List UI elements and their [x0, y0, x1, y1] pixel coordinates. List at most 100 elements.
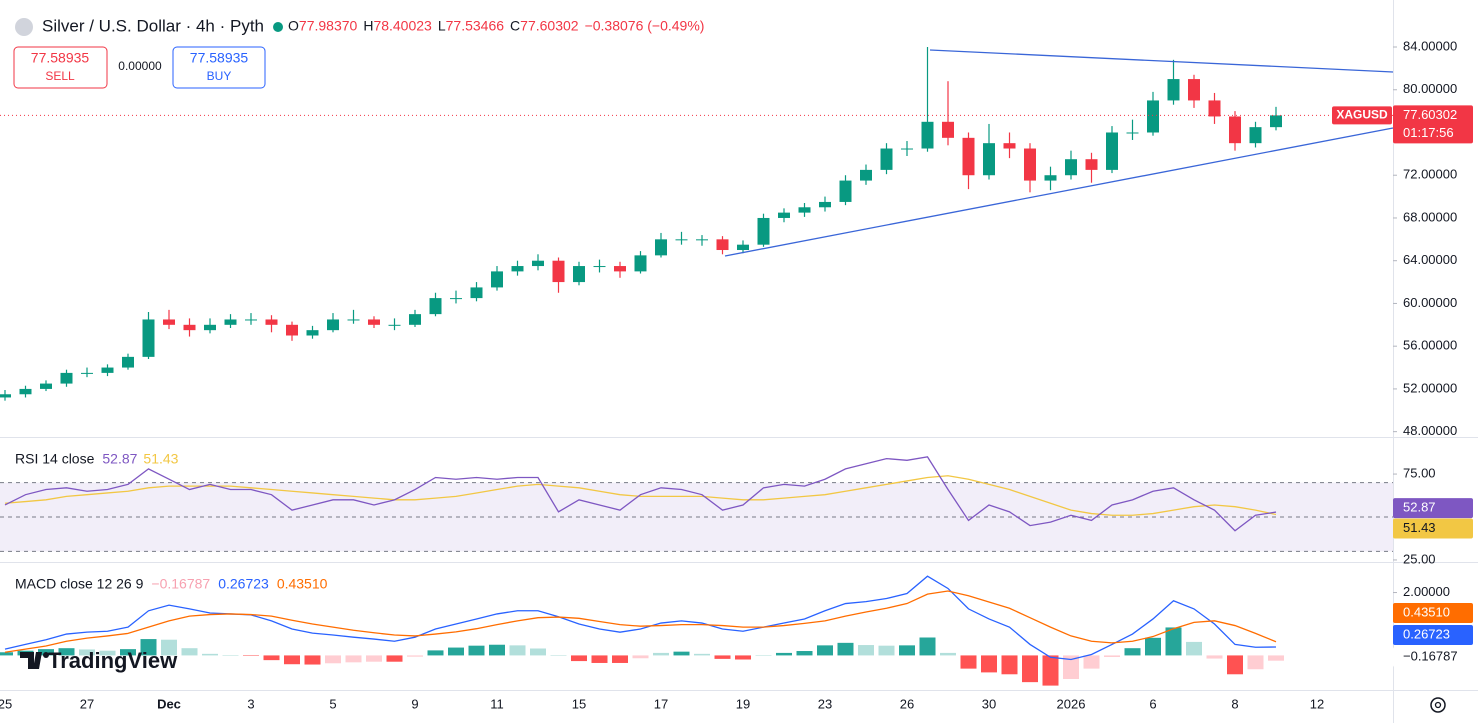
histogram-bar — [960, 655, 977, 669]
candle-body — [1147, 100, 1159, 133]
histogram-bar — [776, 652, 792, 656]
ohlc-key: C — [510, 18, 520, 34]
candle-body — [0, 394, 11, 398]
candle-body — [1249, 127, 1262, 144]
histogram-bar — [735, 655, 751, 660]
watermark-text: TradingView — [48, 648, 178, 673]
buy-button[interactable] — [172, 46, 266, 89]
candle-body — [737, 244, 749, 251]
histogram-bar — [140, 639, 157, 656]
candle-body — [245, 319, 257, 321]
macd-tag-bg — [1393, 647, 1473, 667]
histogram-bar — [263, 655, 280, 661]
histogram-bar — [817, 645, 833, 656]
histogram-bar — [304, 655, 321, 665]
histogram-bar — [407, 655, 423, 657]
trend-line — [929, 49, 1394, 73]
histogram-bar — [1063, 655, 1079, 679]
legend-value: −0.16787 — [151, 576, 210, 592]
candle-body — [1126, 132, 1139, 134]
sell-label: SELL — [45, 69, 75, 83]
x-tick-label: Dec — [157, 696, 181, 711]
candle-body — [839, 180, 852, 202]
candle-body — [532, 260, 544, 267]
legend-value: 0.43510 — [277, 576, 328, 592]
candle-body — [819, 201, 831, 208]
candle-body — [183, 324, 196, 331]
histogram-bar — [1247, 655, 1264, 670]
ohlc-key: L — [438, 18, 446, 34]
x-tick-label: 8 — [1231, 696, 1238, 711]
x-tick-label: 25 — [0, 696, 12, 711]
candle-body — [716, 239, 729, 251]
candle-body — [798, 207, 811, 213]
x-tick-label: 12 — [1310, 696, 1324, 711]
price-tag: 77.60302 — [1403, 107, 1457, 122]
candle-body — [409, 314, 421, 325]
histogram-bar — [427, 650, 444, 656]
ohlc-value: 77.53466 — [446, 18, 505, 34]
header: Silver / U.S. Dollar · 4h · Pyth — [0, 8, 830, 46]
change: −0.38076 (−0.49%) — [585, 18, 705, 34]
y-tick-label: 64.00000 — [1403, 252, 1457, 267]
histogram-bar — [366, 655, 382, 662]
y-tick-label: 72.00000 — [1403, 167, 1457, 182]
y-tick-label: 68.00000 — [1403, 209, 1457, 224]
panes — [0, 47, 1284, 686]
logo-mark — [20, 652, 42, 669]
gear[interactable] — [1430, 697, 1446, 713]
settings-icon[interactable] — [1430, 697, 1446, 713]
candle-body — [327, 319, 339, 331]
candle-body — [942, 121, 954, 138]
candle-body — [552, 260, 565, 283]
x-tick-label: 26 — [900, 696, 914, 711]
histogram-bar — [1165, 627, 1182, 656]
logo-dot — [43, 652, 49, 658]
symbol-title: Silver / U.S. Dollar · 4h · Pyth — [42, 16, 264, 35]
buy-label: BUY — [207, 69, 232, 83]
legend-value: 51.43 — [143, 451, 178, 467]
candle-body — [593, 266, 606, 268]
candle-body — [1188, 79, 1200, 101]
candle-body — [306, 330, 319, 336]
histogram-bar — [99, 650, 116, 656]
buy-price: 77.58935 — [190, 50, 249, 66]
histogram-bar — [222, 655, 239, 656]
market-status — [273, 22, 284, 32]
candle-body — [19, 388, 32, 395]
histogram-bar — [1206, 655, 1223, 659]
candle-body — [573, 266, 585, 283]
candle-body — [204, 324, 216, 331]
candle-body — [1208, 100, 1221, 117]
trend-line — [724, 127, 1394, 257]
legend-value: 52.87 — [102, 451, 137, 467]
y-tick-label: 84.00000 — [1403, 38, 1457, 53]
histogram-bar — [509, 645, 526, 656]
histogram-bar — [1001, 655, 1018, 675]
candle-body — [1003, 143, 1016, 149]
candle-body — [1167, 79, 1180, 101]
histogram-bar — [1104, 655, 1120, 657]
candle-body — [511, 266, 524, 272]
x-tick-label: 3 — [247, 696, 254, 711]
y-tick-label: 80.00000 — [1403, 81, 1457, 96]
histogram-bar — [58, 648, 75, 656]
trade-buttons: 77.58935 SELL 0.00000 77.58935 BUY — [13, 46, 266, 89]
histogram-bar — [1145, 637, 1161, 656]
candle-body — [634, 255, 647, 272]
candle-body — [286, 324, 298, 336]
sell-button[interactable] — [13, 46, 108, 89]
candle-body — [880, 148, 893, 170]
candle-body — [778, 212, 790, 218]
histogram-bar — [858, 645, 874, 656]
x-tick-label: 27 — [80, 696, 94, 711]
histogram-bar — [530, 648, 546, 656]
histogram-bar — [591, 655, 608, 663]
histogram-bar — [1227, 655, 1243, 675]
countdown: 01:17:56 — [1403, 125, 1454, 140]
rsi-tag: 51.43 — [1403, 520, 1436, 535]
candle-body — [860, 169, 872, 181]
macd-tag-bg — [1393, 625, 1473, 645]
x-tick-label: 30 — [982, 696, 996, 711]
